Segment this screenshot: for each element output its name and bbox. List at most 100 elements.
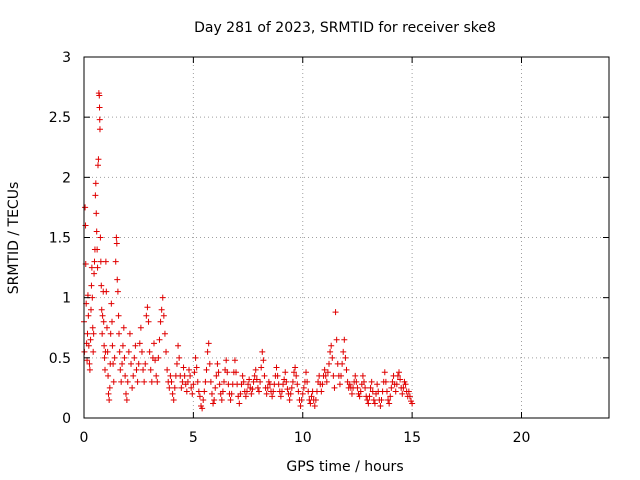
- data-point: [397, 376, 404, 383]
- data-point: [388, 384, 395, 391]
- data-point: [92, 180, 99, 187]
- data-point: [286, 396, 293, 403]
- data-point: [354, 384, 361, 391]
- data-point: [383, 388, 390, 395]
- data-point: [160, 312, 167, 319]
- data-point: [224, 369, 231, 376]
- data-point: [87, 336, 94, 343]
- data-point: [402, 381, 409, 388]
- data-point: [116, 330, 122, 337]
- data-point: [319, 381, 326, 388]
- data-point: [92, 192, 99, 199]
- data-point: [153, 372, 160, 379]
- data-point: [381, 369, 388, 376]
- data-point: [175, 342, 182, 349]
- data-point: [261, 372, 268, 379]
- data-point: [105, 372, 112, 379]
- data-point: [250, 378, 257, 385]
- data-point: [154, 378, 161, 385]
- data-point: [156, 336, 163, 343]
- data-point: [122, 372, 129, 379]
- data-point: [133, 366, 140, 373]
- data-point: [147, 366, 154, 373]
- data-point: [311, 402, 318, 409]
- data-point: [106, 396, 113, 403]
- data-point: [119, 342, 126, 349]
- data-point: [110, 360, 117, 367]
- data-point: [91, 258, 98, 265]
- data-point: [179, 378, 186, 385]
- data-point: [321, 366, 328, 373]
- data-point: [114, 288, 121, 295]
- data-point: [210, 400, 217, 407]
- data-point: [295, 388, 302, 395]
- data-point: [116, 348, 123, 355]
- data-point: [329, 354, 336, 361]
- data-point: [274, 372, 281, 379]
- data-point: [113, 234, 120, 241]
- data-point: [82, 204, 89, 211]
- y-tick-label: 0: [62, 411, 71, 427]
- data-point: [155, 354, 162, 361]
- data-point: [194, 378, 201, 385]
- data-point: [308, 393, 315, 400]
- data-point: [327, 348, 334, 355]
- data-point: [297, 402, 304, 409]
- data-point: [173, 360, 180, 367]
- data-point: [169, 390, 176, 397]
- data-point: [212, 384, 219, 391]
- data-point: [362, 384, 369, 391]
- data-point: [406, 393, 413, 400]
- data-point: [299, 390, 306, 397]
- x-tick-label: 10: [294, 430, 312, 446]
- y-axis-label: SRMTID / TECUs: [6, 182, 22, 295]
- data-point: [293, 372, 300, 379]
- data-point: [280, 381, 287, 388]
- data-point: [386, 400, 393, 407]
- data-point: [231, 357, 238, 364]
- data-point: [123, 390, 129, 397]
- data-point: [331, 384, 338, 391]
- data-point: [96, 116, 103, 123]
- data-point: [95, 156, 102, 163]
- data-point: [328, 342, 335, 349]
- data-point: [284, 386, 291, 393]
- data-point: [125, 348, 132, 355]
- data-point: [112, 258, 119, 265]
- data-point: [237, 390, 244, 397]
- data-point: [340, 348, 347, 355]
- data-point: [143, 312, 150, 319]
- x-axis-ticks: 0 5 10 15 20: [80, 57, 530, 446]
- data-point: [378, 396, 385, 403]
- data-point: [300, 384, 307, 391]
- data-point: [304, 378, 311, 385]
- x-axis-label: GPS time / hours: [286, 459, 403, 475]
- data-point: [333, 336, 340, 343]
- y-tick-label: 1: [62, 291, 71, 307]
- data-point: [101, 354, 108, 361]
- data-point: [188, 384, 195, 391]
- data-point: [159, 294, 166, 301]
- data-point: [138, 348, 145, 355]
- data-point: [128, 360, 135, 367]
- data-point: [219, 388, 226, 395]
- data-point: [134, 378, 141, 385]
- data-point: [307, 400, 314, 407]
- data-point: [111, 354, 118, 361]
- data-point: [294, 381, 301, 388]
- data-point: [99, 330, 106, 337]
- data-point: [394, 372, 401, 379]
- data-point: [249, 386, 256, 393]
- data-point: [94, 246, 101, 253]
- data-point: [123, 396, 130, 403]
- data-point: [146, 348, 153, 355]
- data-point: [365, 400, 372, 407]
- data-point: [88, 282, 95, 289]
- data-point: [223, 357, 230, 364]
- data-point: [93, 210, 100, 217]
- data-point: [85, 312, 92, 319]
- x-tick-label: 5: [189, 430, 198, 446]
- data-point: [176, 354, 183, 361]
- data-point: [352, 372, 359, 379]
- data-point: [148, 378, 155, 385]
